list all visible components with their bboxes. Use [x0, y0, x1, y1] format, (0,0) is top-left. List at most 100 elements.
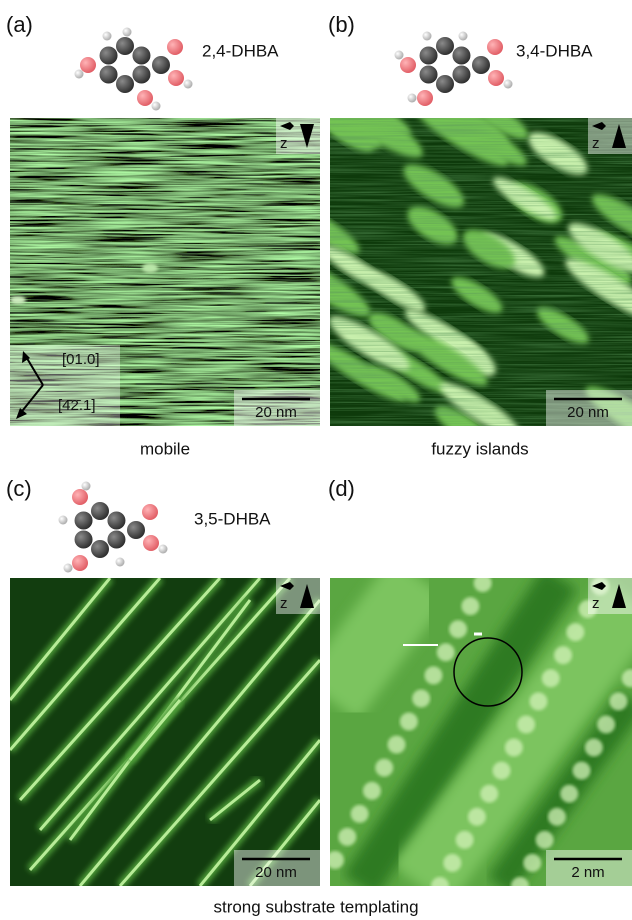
caption: strong substrate templating: [213, 897, 418, 916]
scale-bar-label: 2 nm: [571, 864, 604, 881]
atom: [82, 482, 91, 491]
z-label: z: [592, 135, 600, 152]
atom: [459, 32, 468, 41]
atom: [80, 57, 96, 73]
bead: [505, 739, 523, 757]
panel-label: (a): [6, 12, 33, 37]
bead: [456, 831, 474, 849]
atom: [116, 75, 134, 93]
atom: [487, 39, 503, 55]
atom: [184, 80, 193, 89]
atom: [123, 28, 132, 37]
bead: [566, 623, 584, 641]
atom: [472, 56, 490, 74]
bead: [412, 689, 430, 707]
atom: [75, 531, 93, 549]
atom: [116, 37, 134, 55]
z-label: z: [280, 595, 288, 612]
atom: [452, 47, 470, 65]
atom: [152, 102, 161, 111]
stm-image: [326, 551, 632, 895]
atom: [152, 56, 170, 74]
bead: [511, 877, 529, 895]
bright-spot: [142, 263, 158, 273]
bead: [486, 551, 504, 569]
atom: [75, 512, 93, 530]
z-label: z: [592, 595, 600, 612]
bead: [480, 785, 498, 803]
atom: [167, 39, 183, 55]
bead: [338, 828, 356, 846]
atom: [100, 66, 118, 84]
atom: [107, 512, 125, 530]
molecule-name: 3,4-DHBA: [516, 41, 593, 60]
atom: [142, 504, 158, 520]
atom: [91, 540, 109, 558]
bright-spot: [10, 296, 26, 304]
stm-image: [10, 578, 320, 886]
bead: [517, 715, 535, 733]
atom: [417, 90, 433, 106]
bead: [351, 805, 369, 823]
bead: [474, 574, 492, 592]
atom: [159, 545, 168, 554]
atom: [452, 66, 470, 84]
atom: [64, 564, 73, 573]
atom: [395, 51, 404, 60]
molecule-name: 2,4-DHBA: [202, 41, 279, 60]
atom: [420, 66, 438, 84]
bead: [449, 620, 467, 638]
bead: [554, 646, 572, 664]
caption: fuzzy islands: [431, 439, 528, 458]
atom: [504, 80, 513, 89]
atom: [436, 37, 454, 55]
panel-label: (d): [328, 476, 355, 501]
atom: [168, 70, 184, 86]
bead: [388, 736, 406, 754]
atom: [72, 555, 88, 571]
image-noise: [330, 118, 632, 426]
bead: [437, 643, 455, 661]
caption: mobile: [140, 439, 190, 458]
atom: [116, 558, 125, 567]
atom: [75, 70, 84, 79]
atom: [423, 32, 432, 41]
direction-label: [4̄2̄.1]: [58, 397, 96, 414]
atom: [91, 502, 109, 520]
scale-bar-label: 20 nm: [255, 864, 297, 881]
direction-label: [01.0]: [62, 351, 100, 368]
panel-label: (c): [6, 476, 32, 501]
bead: [523, 854, 541, 872]
atom: [420, 47, 438, 65]
atom: [137, 90, 153, 106]
atom: [408, 94, 417, 103]
bead: [468, 808, 486, 826]
bead: [493, 762, 511, 780]
bead: [424, 666, 442, 684]
atom: [488, 70, 504, 86]
atom: [400, 57, 416, 73]
scale-bar-label: 20 nm: [255, 404, 297, 421]
atom: [132, 47, 150, 65]
atom: [127, 521, 145, 539]
atom: [59, 516, 68, 525]
molecule-name: 3,5-DHBA: [194, 509, 271, 528]
bead: [375, 759, 393, 777]
bead: [609, 692, 627, 710]
scale-bar-label: 20 nm: [567, 404, 609, 421]
atom: [72, 489, 88, 505]
atom: [132, 66, 150, 84]
atom: [436, 75, 454, 93]
figure: (a) (b) (c) (d) 2,4-DHBA 3,4-DHBA 3,5-DH…: [0, 0, 632, 920]
bead: [431, 877, 449, 895]
bead: [542, 669, 560, 687]
bead: [443, 854, 461, 872]
bead: [363, 782, 381, 800]
bead: [548, 808, 566, 826]
bead: [573, 762, 591, 780]
bead: [597, 715, 615, 733]
bead: [536, 831, 554, 849]
bead: [461, 597, 479, 615]
bead: [326, 851, 344, 869]
atom: [103, 32, 112, 41]
